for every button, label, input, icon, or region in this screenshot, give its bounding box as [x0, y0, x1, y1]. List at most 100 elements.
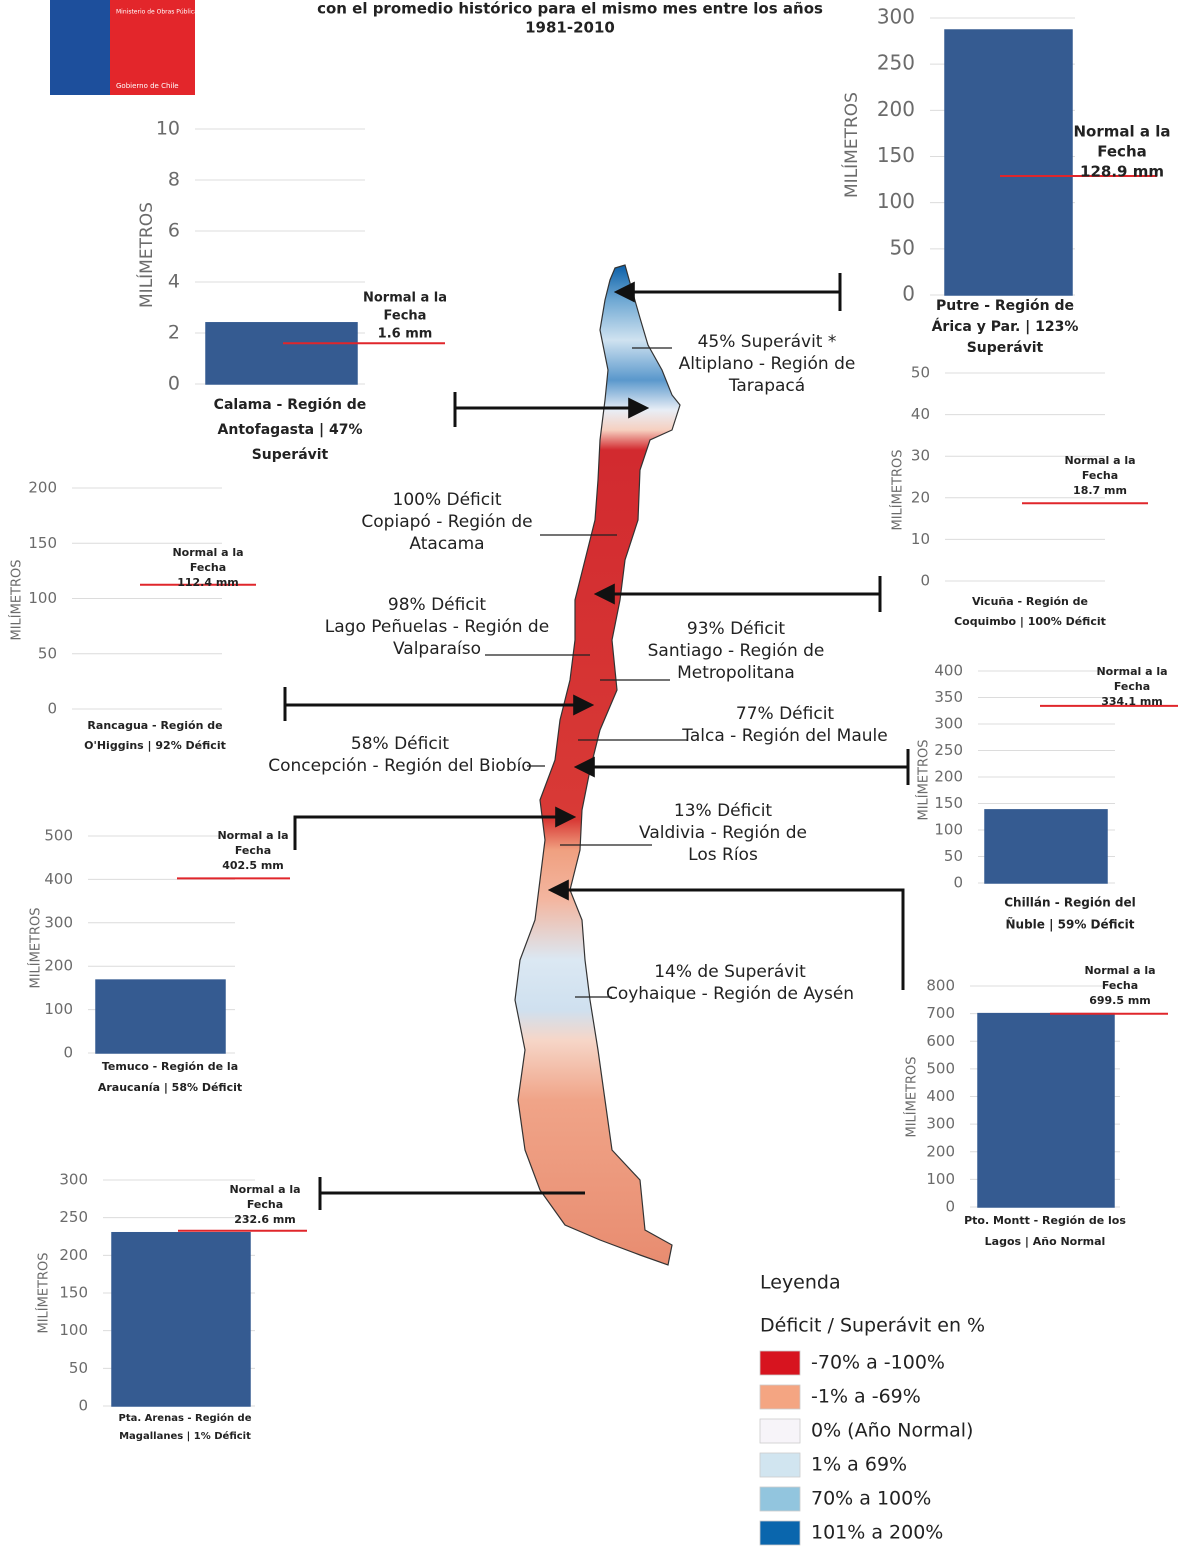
title: 1981-2010	[525, 19, 615, 37]
y-tick-label: 250	[934, 741, 963, 759]
y-tick-label: 150	[28, 534, 57, 552]
legend-label: 1% a 69%	[811, 1454, 907, 1476]
y-axis-title: MILÍMETROS	[890, 449, 906, 530]
y-tick-label: 300	[59, 1171, 88, 1189]
y-tick-label: 6	[168, 220, 180, 242]
y-tick-label: 100	[877, 189, 915, 213]
y-tick-label: 300	[934, 715, 963, 733]
region-label: 45% Superávit *	[698, 332, 837, 352]
reference-text: Normal a la	[1074, 123, 1171, 141]
y-tick-label: 50	[890, 235, 915, 259]
region-label: Tarapacá	[728, 376, 805, 396]
category-label: Coquimbo | 100% Déficit	[954, 615, 1106, 628]
y-tick-label: 200	[28, 479, 57, 497]
reference-text: Fecha	[235, 844, 271, 857]
y-tick-label: 20	[911, 488, 930, 506]
reference-label: 402.5 mm	[222, 859, 284, 872]
region-label: Valparaíso	[393, 639, 481, 659]
reference-label: 1.6 mm	[378, 327, 433, 342]
reference-text: Fecha	[384, 309, 427, 324]
y-tick-label: 100	[926, 1170, 955, 1188]
category-label: Pta. Arenas - Región de	[118, 1412, 251, 1424]
category-label: Temuco - Región de la	[102, 1060, 238, 1073]
y-axis-title: MILÍMETROS	[36, 1252, 52, 1333]
y-tick-label: 700	[926, 1004, 955, 1022]
legend-swatch	[759, 1486, 801, 1512]
category-label: Vicuña - Región de	[972, 595, 1088, 608]
y-tick-label: 0	[78, 1397, 88, 1415]
legend-swatch	[759, 1384, 801, 1410]
logo	[50, 0, 195, 95]
y-tick-label: 300	[877, 5, 915, 29]
bar	[977, 1012, 1115, 1208]
legend-swatch	[759, 1418, 801, 1444]
region-label: Concepción - Región del Biobío	[268, 756, 532, 776]
y-tick-label: 200	[59, 1246, 88, 1264]
legend-title: Leyenda	[760, 1272, 841, 1294]
y-tick-label: 8	[168, 169, 180, 191]
y-tick-label: 100	[59, 1321, 88, 1339]
y-tick-label: 0	[953, 874, 963, 892]
reference-label: 18.7 mm	[1073, 484, 1127, 497]
y-tick-label: 150	[59, 1284, 88, 1302]
y-tick-label: 10	[156, 118, 180, 140]
region-label: 93% Déficit	[687, 619, 786, 639]
y-tick-label: 300	[926, 1115, 955, 1133]
category-label: Calama - Región de	[214, 397, 367, 413]
legend-swatch	[759, 1350, 801, 1376]
region-label: Metropolitana	[677, 663, 795, 683]
y-tick-label: 0	[902, 282, 915, 306]
region-label: Coyhaique - Región de Aysén	[606, 984, 854, 1004]
y-tick-label: 200	[44, 957, 73, 975]
region-label: 98% Déficit	[388, 595, 487, 615]
region-label: 58% Déficit	[351, 734, 450, 754]
y-tick-label: 100	[934, 821, 963, 839]
reference-text: Normal a la	[363, 291, 447, 306]
category-label: Ñuble | 59% Déficit	[1005, 917, 1134, 932]
region-label: 14% de Superávit	[654, 962, 806, 982]
bar	[944, 29, 1073, 296]
legend-label: -1% a -69%	[811, 1386, 921, 1408]
y-tick-label: 350	[934, 688, 963, 706]
region-label: 13% Déficit	[674, 801, 773, 821]
y-tick-label: 400	[44, 870, 73, 888]
y-tick-label: 0	[945, 1198, 955, 1216]
reference-text: Normal a la	[229, 1183, 300, 1196]
logo-text: Gobierno de Chile	[116, 82, 179, 90]
region-label: Copiapó - Región de	[361, 512, 532, 532]
region-label: Atacama	[409, 534, 484, 554]
y-tick-label: 150	[877, 143, 915, 167]
region-label: Lago Peñuelas - Región de	[325, 617, 549, 637]
reference-text: Fecha	[247, 1198, 283, 1211]
y-axis-title: MILÍMETROS	[840, 92, 862, 198]
y-tick-label: 0	[168, 373, 180, 395]
title: con el promedio histórico para el mismo …	[317, 0, 823, 18]
region-label: 100% Déficit	[393, 490, 502, 510]
y-axis-title: MILÍMETROS	[135, 202, 157, 308]
y-tick-label: 10	[911, 530, 930, 548]
legend-label: 0% (Año Normal)	[811, 1420, 973, 1442]
y-axis-title: MILÍMETROS	[916, 739, 932, 820]
legend-swatch	[759, 1520, 801, 1546]
category-label: Superávit	[252, 447, 329, 463]
chart: 0 100 200 300 400 500 600 700 800 MILÍMETROS Pto. …	[904, 964, 1168, 1248]
legend-label: -70% a -100%	[811, 1352, 945, 1374]
region-label: Santiago - Región de	[648, 641, 825, 661]
chart: 0 10 20 30 40 50 MILÍMETROS Vicuña - Región de C…	[890, 364, 1148, 628]
y-tick-label: 100	[44, 1000, 73, 1018]
reference-label: 334.1 mm	[1101, 695, 1163, 708]
region-label: Los Ríos	[688, 845, 758, 865]
reference-text: Normal a la	[172, 546, 243, 559]
reference-text: Fecha	[1097, 143, 1147, 161]
y-tick-label: 250	[877, 51, 915, 75]
y-tick-label: 600	[926, 1032, 955, 1050]
region-label: Valdivia - Región de	[639, 823, 807, 843]
reference-label: 699.5 mm	[1089, 994, 1151, 1007]
y-tick-label: 400	[934, 662, 963, 680]
y-tick-label: 0	[63, 1044, 73, 1062]
y-axis-title: MILÍMETROS	[28, 907, 44, 988]
reference-text: Fecha	[190, 561, 226, 574]
category-label: Pto. Montt - Región de los	[964, 1214, 1126, 1227]
y-tick-label: 100	[28, 589, 57, 607]
y-tick-label: 300	[44, 913, 73, 931]
